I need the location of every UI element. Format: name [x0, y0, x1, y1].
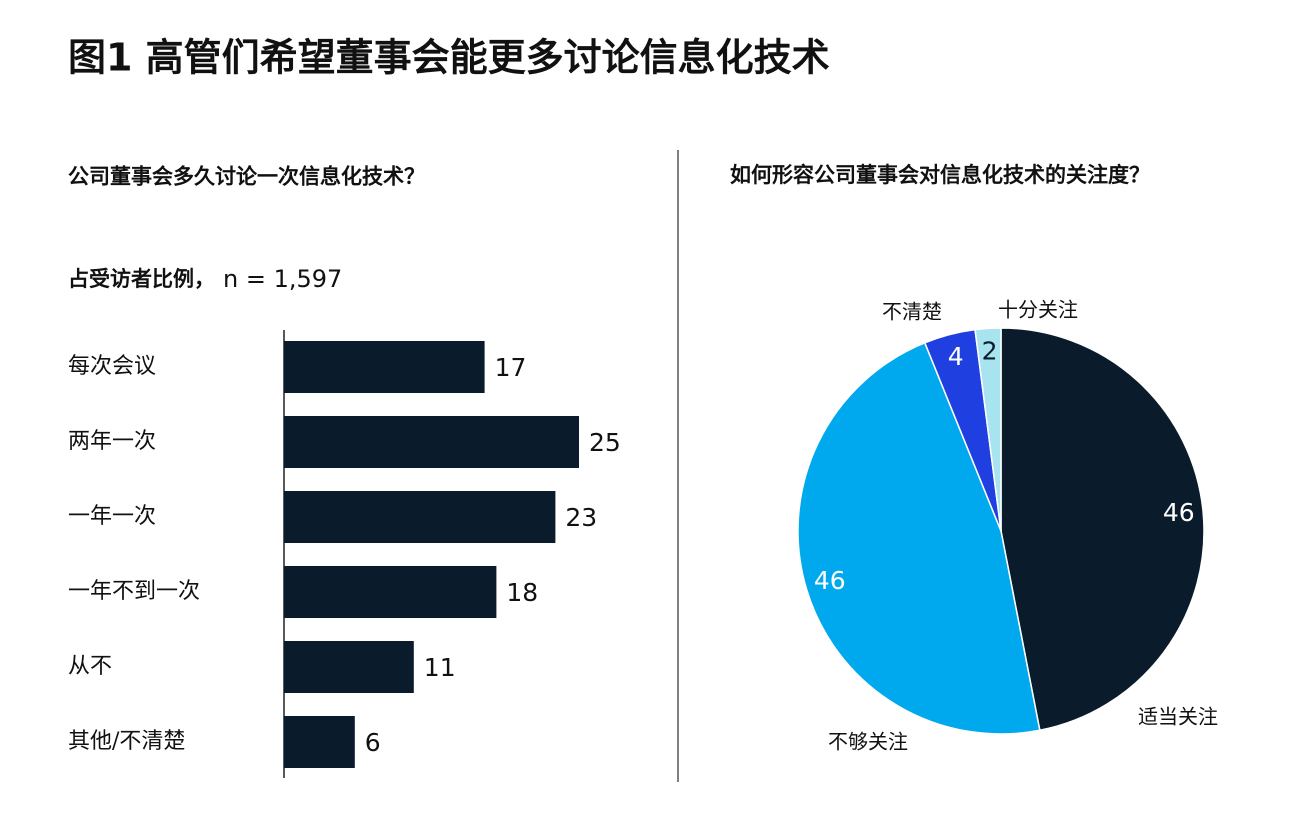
category-label: 两年一次: [68, 429, 156, 454]
category-label: 不清楚: [882, 300, 942, 324]
category-label: 其他/不清楚: [68, 729, 185, 754]
pie-slice: [1000, 327, 1205, 732]
bar: [284, 641, 414, 693]
bar-chart-subtitle: 占受访者比例， n = 1,597: [68, 265, 342, 293]
pie-chart-title: 如何形容公司董事会对信息化技术的关注度？: [730, 162, 1150, 187]
value-label: 46: [814, 566, 846, 595]
value-label: 11: [424, 653, 456, 682]
bar: [284, 416, 579, 468]
bar: [284, 566, 497, 618]
category-label: 适当关注: [1138, 705, 1218, 729]
subtitle: 占受访者比例，: [68, 266, 215, 291]
bar: [284, 491, 556, 543]
category-label: 从不: [68, 654, 112, 679]
category-label: 每次会议: [68, 354, 156, 379]
category-label: 一年不到一次: [68, 579, 200, 604]
value-label: 4: [948, 342, 964, 371]
value-label: 2: [982, 337, 998, 366]
value-label: 17: [495, 353, 527, 382]
pie-slice: [974, 327, 1002, 532]
bar-chart-title: 公司董事会多久讨论一次信息化技术？: [68, 164, 425, 189]
page-title: 图1 高管们希望董事会能更多讨论信息化技术: [68, 36, 830, 80]
value-label: 6: [365, 728, 381, 757]
sample-note: n = 1,597: [223, 265, 342, 293]
category-label: 不够关注: [828, 730, 908, 754]
category-label: 十分关注: [998, 298, 1078, 322]
value-label: 25: [589, 428, 621, 457]
value-label: 23: [565, 503, 597, 532]
bar: [284, 341, 485, 393]
value-label: 18: [506, 578, 538, 607]
category-label: 一年一次: [68, 504, 156, 529]
value-label: 46: [1163, 498, 1195, 527]
pie-slice: [797, 341, 1041, 735]
pie-title-box: 如何形容公司董事会对信息化技术的关注度？: [730, 162, 1150, 187]
bar: [284, 716, 355, 768]
